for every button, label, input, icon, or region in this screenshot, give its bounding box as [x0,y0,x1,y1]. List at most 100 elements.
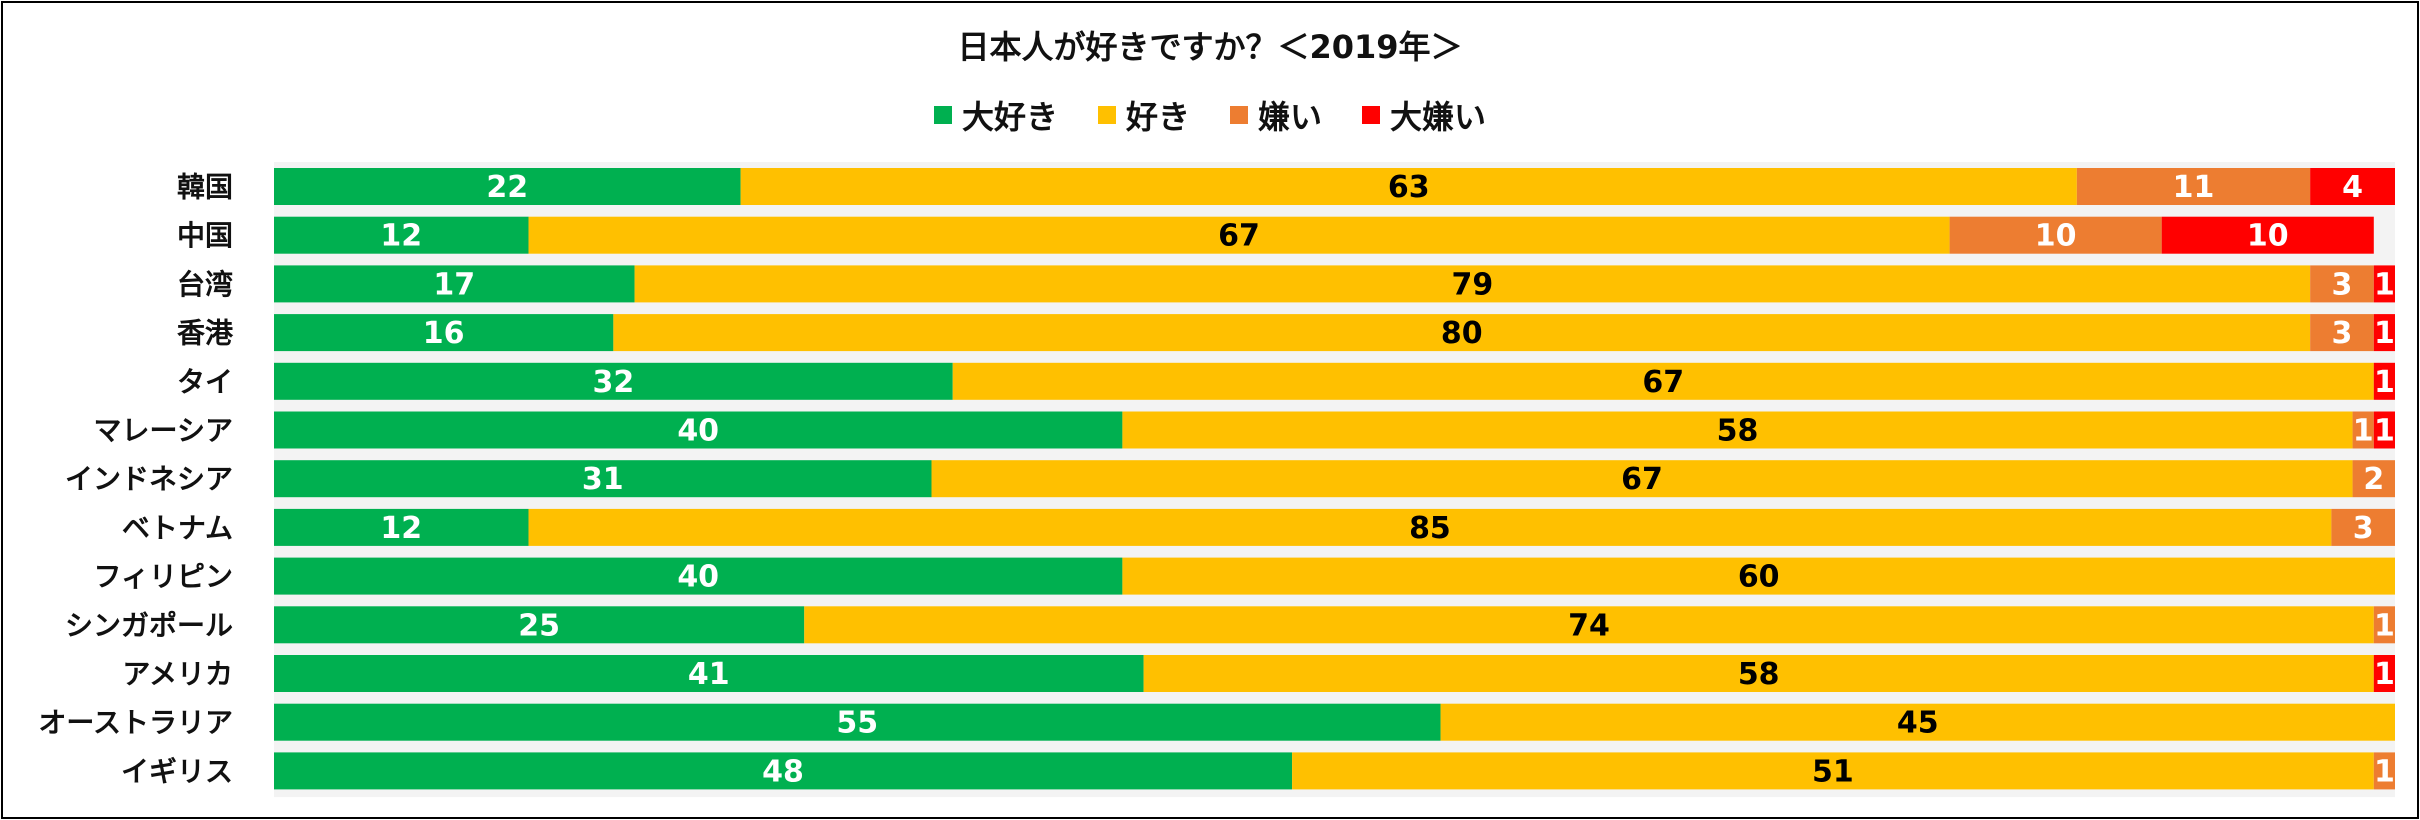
bar-segment [274,411,1123,449]
bar-segment [1143,655,2374,692]
data-label: 3 [2332,267,2353,302]
data-label: 31 [582,462,624,497]
bar-segment [1292,752,2374,790]
bar-segment [2076,168,2311,205]
bar-segment [2373,265,2395,303]
data-label: 22 [486,170,528,205]
bar-segment [1122,557,2395,595]
bar-segment [2310,314,2374,352]
data-label: 58 [1738,657,1780,692]
data-label: 58 [1717,414,1759,449]
bar-segment [274,703,1441,741]
bar-segment [274,265,635,303]
data-label: 3 [2332,316,2353,351]
data-label: 4 [2342,170,2363,205]
category-label: シンガポール [65,609,233,642]
legend-item: 好き [1097,92,1190,138]
legend-swatch [1097,106,1116,124]
category-label: オーストラリア [38,706,233,739]
category-label: 香港 [177,317,234,350]
bar-segment [2352,460,2395,498]
bar-segment [274,606,805,644]
data-label: 1 [2374,608,2395,643]
category-label: インドネシア [65,463,233,496]
bar-segment [2331,508,2395,546]
bar-segment [2373,606,2395,644]
legend: 大好き 好き 嫌い 大嫌い [0,92,2420,138]
legend-item: 大嫌い [1362,92,1486,138]
data-label: 1 [2374,267,2395,302]
data-label: 79 [1451,267,1493,302]
bar-segment [528,508,2332,546]
legend-swatch [1362,106,1381,124]
data-label: 67 [1642,365,1684,400]
data-label: 80 [1441,316,1483,351]
category-label: アメリカ [122,658,233,691]
data-label: 16 [423,316,465,351]
category-label: イギリス [121,755,233,788]
bar-segment [634,265,2311,303]
legend-label: 嫌い [1258,98,1323,136]
data-label: 1 [2374,414,2395,449]
bar-segment [2310,265,2374,303]
bar-segment [528,216,1950,254]
legend-label: 大好き [961,98,1058,136]
bar-segment [804,606,2374,644]
legend-item: 嫌い [1230,92,1322,138]
bar-segment [274,362,953,400]
data-label: 32 [592,365,634,400]
legend-item: 大好き [933,92,1058,138]
bar-segment [2352,411,2374,449]
legend-swatch [1230,106,1248,124]
bar-segment [274,168,741,205]
data-label: 1 [2353,414,2374,449]
category-label: マレーシア [94,414,233,447]
bar-segment [274,460,932,498]
data-label: 63 [1388,170,1430,205]
bar-segment [274,508,529,546]
bar-segment [740,168,2077,205]
bar-segment [613,314,2311,352]
bar-segment [952,362,2374,400]
legend-label: 好き [1125,98,1190,136]
data-label: 67 [1621,462,1663,497]
data-label: 60 [1738,560,1780,595]
bar-segment [274,216,529,254]
bar-segment [931,460,2353,498]
legend-label: 大嫌い [1390,98,1487,136]
bar-segment [2373,314,2395,352]
bar-segment [2373,411,2395,449]
data-label: 85 [1409,511,1451,546]
data-label: 12 [380,219,422,254]
data-label: 45 [1897,706,1939,741]
bar-segment [2373,655,2395,692]
category-label: フィリピン [94,560,233,593]
data-label: 10 [2247,219,2289,254]
data-label: 1 [2374,657,2395,692]
data-label: 40 [677,414,719,449]
data-label: 41 [688,657,730,692]
data-label: 1 [2374,754,2395,789]
bar-segment [2310,168,2395,205]
bar-segment [2373,362,2395,400]
bar-segment [274,752,1293,790]
data-label: 67 [1218,219,1260,254]
data-label: 40 [677,560,719,595]
category-label: ベトナム [122,511,233,544]
data-label: 2 [2363,462,2384,497]
data-label: 25 [518,608,560,643]
data-label: 10 [2035,219,2077,254]
category-label: タイ [177,365,233,398]
bar-segment [274,557,1123,595]
bar-segment [1440,703,2395,741]
data-label: 11 [2173,170,2215,205]
bar-segment [2373,752,2395,790]
data-label: 48 [762,754,804,789]
legend-swatch [933,106,952,124]
data-label: 1 [2374,316,2395,351]
category-label: 中国 [177,219,233,252]
data-label: 55 [836,706,878,741]
data-label: 74 [1568,608,1610,643]
data-label: 51 [1812,754,1854,789]
